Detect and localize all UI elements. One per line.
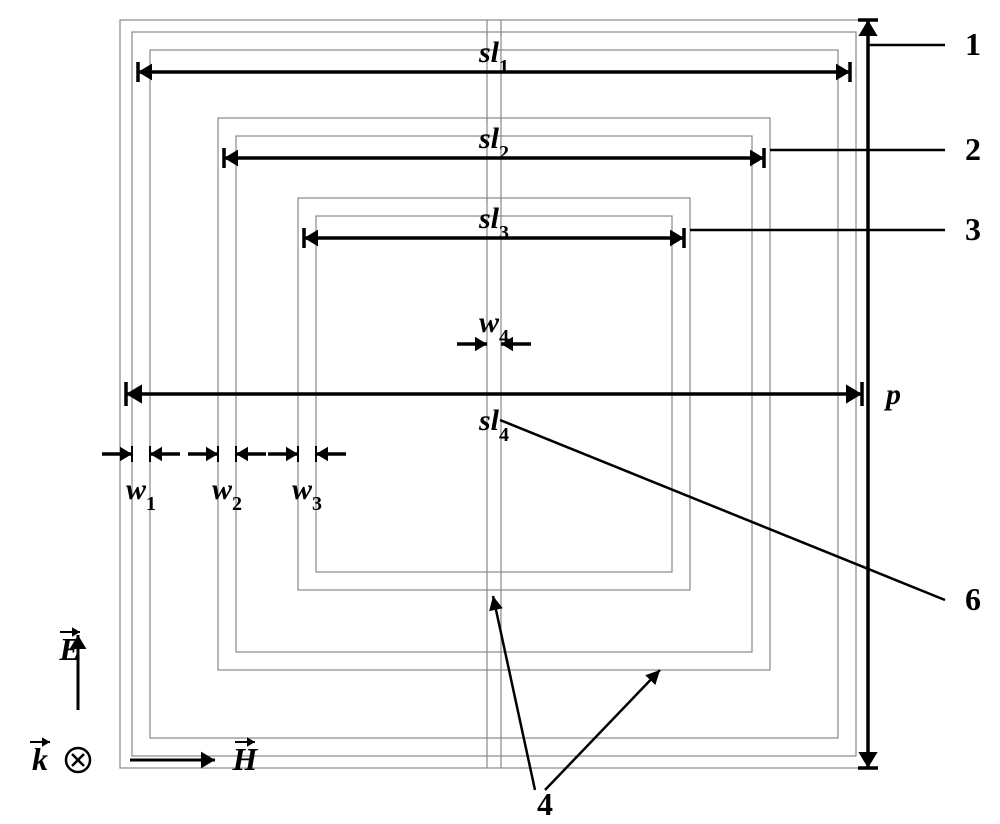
- svg-text:2: 2: [965, 131, 981, 167]
- diagram-canvas: sl1sl2sl3w1w2w3w4sl4p12364EHk: [0, 0, 1000, 824]
- svg-text:1: 1: [965, 26, 981, 62]
- svg-text:p: p: [883, 378, 901, 411]
- svg-text:4: 4: [537, 786, 553, 822]
- svg-text:H: H: [232, 741, 259, 777]
- svg-text:E: E: [58, 631, 80, 667]
- svg-text:w1: w1: [126, 473, 156, 515]
- svg-text:3: 3: [965, 211, 981, 247]
- svg-text:w4: w4: [479, 306, 509, 348]
- svg-text:sl4: sl4: [478, 404, 509, 446]
- svg-text:w3: w3: [292, 473, 322, 515]
- svg-text:k: k: [32, 741, 48, 777]
- svg-text:6: 6: [965, 581, 981, 617]
- svg-text:w2: w2: [212, 473, 242, 515]
